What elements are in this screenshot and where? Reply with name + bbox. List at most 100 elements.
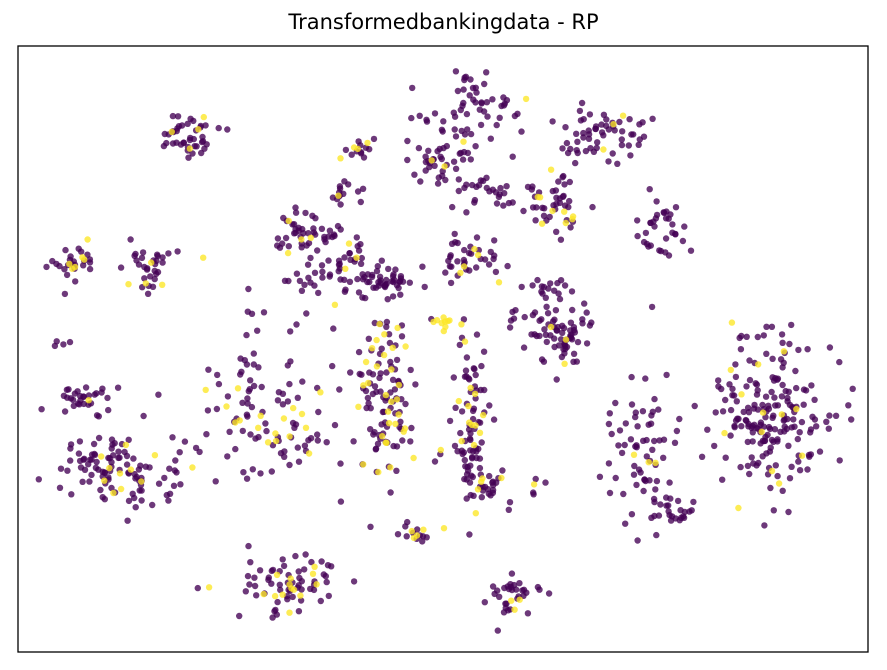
- point-class-1: [81, 256, 88, 263]
- point-class-0: [224, 393, 232, 400]
- point-class-0: [284, 398, 292, 405]
- point-class-0: [634, 423, 641, 430]
- point-class-0: [431, 458, 439, 465]
- point-class-0: [715, 377, 722, 384]
- point-class-0: [663, 502, 670, 509]
- point-class-0: [746, 357, 753, 364]
- point-class-1: [98, 453, 105, 460]
- point-class-1: [547, 323, 555, 331]
- point-class-0: [395, 284, 402, 292]
- point-class-0: [719, 408, 727, 415]
- point-class-0: [326, 227, 334, 234]
- point-class-0: [391, 386, 399, 393]
- point-class-1: [345, 240, 353, 247]
- point-class-0: [491, 237, 498, 244]
- point-class-0: [281, 453, 288, 460]
- point-class-0: [660, 454, 667, 461]
- point-class-0: [494, 627, 501, 634]
- point-class-0: [389, 376, 397, 383]
- point-class-0: [487, 135, 494, 142]
- point-class-0: [520, 586, 528, 593]
- point-class-0: [86, 478, 93, 485]
- point-class-0: [426, 163, 433, 171]
- point-class-0: [677, 507, 684, 514]
- point-class-0: [329, 194, 337, 201]
- point-class-0: [653, 198, 660, 205]
- point-class-1: [260, 590, 267, 598]
- point-class-0: [524, 610, 532, 617]
- point-class-0: [493, 200, 501, 207]
- point-class-1: [234, 385, 242, 392]
- point-class-0: [450, 158, 458, 165]
- point-class-1: [384, 408, 392, 415]
- point-class-0: [245, 542, 252, 550]
- point-class-0: [738, 332, 745, 340]
- point-class-0: [237, 371, 244, 378]
- point-class-0: [452, 68, 460, 75]
- point-class-0: [669, 221, 676, 228]
- point-class-1: [84, 236, 91, 243]
- point-class-0: [346, 250, 353, 257]
- point-class-0: [419, 533, 427, 540]
- point-class-0: [660, 436, 668, 443]
- point-class-0: [318, 225, 326, 232]
- point-class-1: [755, 361, 762, 368]
- point-class-0: [558, 353, 566, 361]
- point-class-0: [347, 369, 354, 376]
- point-class-0: [486, 472, 493, 480]
- point-class-0: [397, 418, 404, 425]
- point-class-0: [60, 341, 67, 348]
- point-class-0: [823, 418, 830, 425]
- point-class-0: [732, 361, 739, 368]
- point-class-0: [509, 199, 516, 206]
- point-class-0: [265, 574, 272, 581]
- point-class-0: [416, 112, 423, 120]
- point-class-0: [407, 438, 414, 445]
- point-class-0: [487, 248, 494, 256]
- point-class-0: [552, 307, 560, 314]
- point-class-0: [672, 204, 680, 211]
- point-class-1: [125, 281, 132, 288]
- point-class-1: [373, 363, 381, 370]
- point-class-0: [243, 411, 251, 418]
- point-class-0: [384, 296, 391, 303]
- point-class-0: [455, 176, 462, 183]
- point-class-0: [731, 424, 738, 431]
- point-class-1: [127, 466, 135, 473]
- point-class-1: [195, 126, 202, 133]
- point-class-0: [364, 271, 371, 278]
- point-class-0: [549, 187, 556, 195]
- point-class-0: [315, 289, 322, 297]
- point-class-0: [467, 130, 475, 138]
- point-class-0: [425, 147, 432, 154]
- point-class-0: [502, 600, 509, 607]
- point-class-0: [244, 400, 251, 407]
- point-class-0: [778, 331, 786, 338]
- point-class-1: [286, 581, 293, 588]
- point-class-0: [350, 578, 358, 585]
- point-class-1: [284, 249, 292, 257]
- point-class-0: [383, 323, 390, 330]
- point-class-0: [321, 236, 328, 243]
- point-class-1: [516, 596, 523, 603]
- point-class-1: [342, 265, 349, 272]
- point-class-0: [481, 386, 488, 394]
- point-class-0: [286, 461, 293, 469]
- point-class-0: [138, 487, 145, 494]
- point-class-1: [388, 366, 395, 373]
- point-class-0: [785, 508, 792, 516]
- point-class-0: [536, 317, 543, 324]
- point-class-0: [771, 426, 779, 433]
- point-class-0: [625, 142, 632, 149]
- point-class-0: [536, 586, 543, 593]
- point-class-1: [430, 318, 437, 326]
- point-class-0: [802, 387, 810, 394]
- point-class-0: [451, 113, 459, 120]
- point-class-0: [561, 181, 568, 188]
- point-class-0: [452, 404, 459, 411]
- point-class-0: [292, 552, 299, 560]
- point-class-1: [479, 475, 486, 482]
- point-class-0: [848, 416, 855, 423]
- point-class-0: [204, 407, 212, 414]
- point-class-0: [489, 96, 496, 103]
